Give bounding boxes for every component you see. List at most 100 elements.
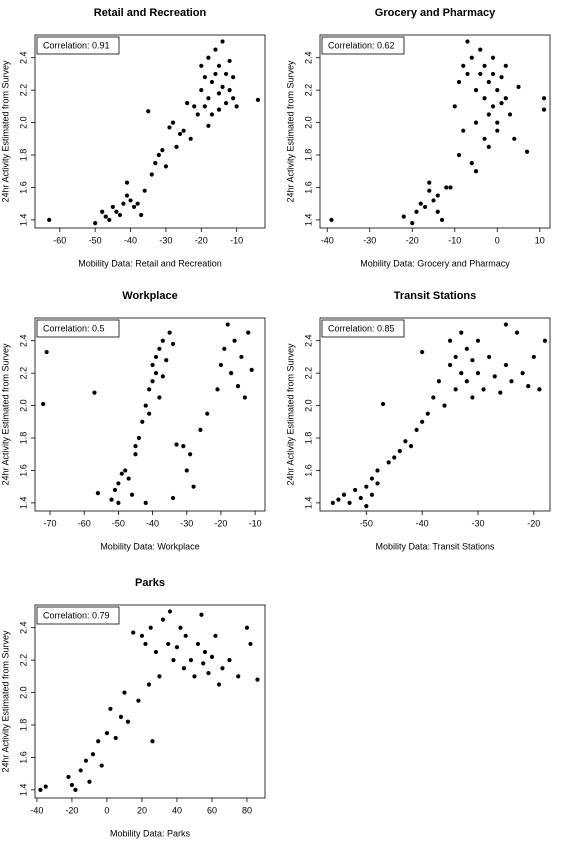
point	[408, 444, 414, 449]
y-tick-label: 1.6	[303, 181, 313, 194]
point	[209, 79, 215, 85]
y-tick-label: 2.0	[18, 116, 28, 129]
point	[160, 374, 165, 379]
point	[124, 180, 130, 185]
plot-frame	[319, 34, 551, 229]
point	[469, 161, 474, 166]
x-tick-label: 20	[137, 805, 147, 815]
point	[255, 677, 260, 682]
x-tick-label: 40	[172, 805, 182, 815]
point	[364, 504, 369, 509]
point	[103, 214, 108, 219]
point	[490, 104, 496, 109]
chart-title: Workplace	[122, 290, 177, 302]
x-axis-label: Mobility Data: Grocery and Pharmacy	[360, 258, 510, 268]
point	[116, 500, 121, 505]
point	[503, 96, 508, 101]
point	[542, 338, 548, 343]
y-tick-label: 1.4	[18, 497, 28, 510]
point	[499, 101, 504, 106]
point	[174, 645, 180, 650]
point	[414, 209, 419, 214]
point	[246, 330, 251, 335]
plot-frame	[34, 604, 266, 799]
point	[459, 330, 464, 335]
point	[153, 161, 158, 166]
point	[185, 101, 190, 106]
point	[216, 91, 222, 96]
point	[435, 209, 440, 214]
point	[444, 185, 449, 190]
point	[420, 419, 425, 424]
point	[184, 468, 189, 473]
point	[87, 779, 92, 784]
point	[114, 209, 119, 214]
plot-frame	[34, 317, 266, 512]
point	[209, 112, 215, 117]
point	[206, 123, 211, 128]
point	[206, 96, 211, 101]
point	[143, 403, 148, 408]
point	[150, 362, 155, 368]
point	[464, 379, 469, 384]
x-tick-label: 10	[535, 235, 545, 245]
point	[164, 358, 169, 363]
y-tick-label: 1.6	[18, 464, 28, 477]
point	[375, 468, 380, 473]
point	[456, 152, 462, 158]
point	[178, 625, 183, 630]
y-tick-label: 2.0	[18, 399, 28, 412]
point	[330, 500, 335, 505]
point	[135, 201, 140, 206]
panel: Grocery and Pharmacy Mobility Data: Groce…	[285, 7, 551, 268]
point	[227, 88, 232, 93]
point	[392, 455, 397, 460]
x-tick-label: -40	[416, 518, 429, 528]
point	[461, 63, 466, 68]
x-tick-label: 0	[495, 235, 500, 245]
point	[465, 71, 470, 77]
point	[41, 401, 46, 407]
point	[498, 390, 503, 395]
point	[503, 63, 508, 68]
point	[112, 487, 118, 493]
point	[123, 468, 128, 473]
point	[148, 625, 153, 630]
point	[448, 185, 453, 190]
point	[481, 387, 486, 392]
point	[136, 698, 141, 703]
point	[213, 47, 218, 52]
point	[146, 109, 151, 114]
x-tick-label: 0	[104, 805, 109, 815]
point	[100, 209, 105, 214]
point	[482, 96, 487, 101]
point	[213, 633, 218, 638]
point	[220, 84, 225, 89]
point	[220, 39, 225, 44]
point	[447, 338, 453, 343]
y-tick-label: 2.4	[303, 334, 313, 347]
point	[470, 358, 475, 363]
point	[118, 714, 124, 720]
point	[231, 96, 236, 101]
point	[157, 674, 162, 679]
x-tick-label: -20	[527, 518, 540, 528]
point	[160, 338, 165, 343]
point	[492, 374, 497, 379]
point	[216, 682, 222, 687]
x-tick-label: -20	[195, 235, 208, 245]
point	[478, 71, 483, 77]
y-tick-label: 2.4	[18, 334, 28, 347]
point	[509, 379, 514, 384]
y-tick-label: 1.8	[18, 719, 28, 732]
y-tick-label: 1.4	[303, 214, 313, 227]
x-tick-label: -60	[78, 518, 91, 528]
point	[526, 384, 531, 389]
point	[218, 362, 224, 368]
x-tick-label: -40	[30, 805, 43, 815]
x-tick-label: -70	[44, 518, 57, 528]
point	[133, 452, 138, 457]
y-tick-label: 2.4	[303, 51, 313, 64]
annotation-box	[36, 606, 120, 625]
